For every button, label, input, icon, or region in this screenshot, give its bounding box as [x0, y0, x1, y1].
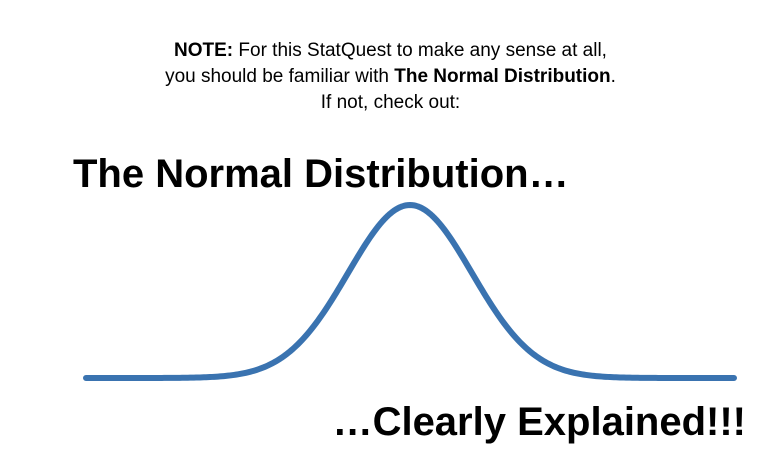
note-line-1: NOTE: For this StatQuest to make any sen… [0, 38, 781, 64]
note-line-2-bold: The Normal Distribution [394, 66, 611, 87]
note-line-1-text: For this StatQuest to make any sense at … [233, 40, 607, 61]
video-title: The Normal Distribution… [73, 152, 569, 196]
note-line-2-suffix: . [610, 66, 616, 87]
note-line-2-prefix: you should be familiar with [165, 66, 395, 87]
note-line-2: you should be familiar with The Normal D… [0, 64, 781, 90]
video-subtitle: …Clearly Explained!!! [332, 400, 746, 444]
note-text: NOTE: For this StatQuest to make any sen… [0, 38, 781, 116]
note-line-3: If not, check out: [320, 92, 461, 113]
note-label: NOTE: [174, 40, 234, 61]
bell-curve-line [83, 202, 737, 381]
